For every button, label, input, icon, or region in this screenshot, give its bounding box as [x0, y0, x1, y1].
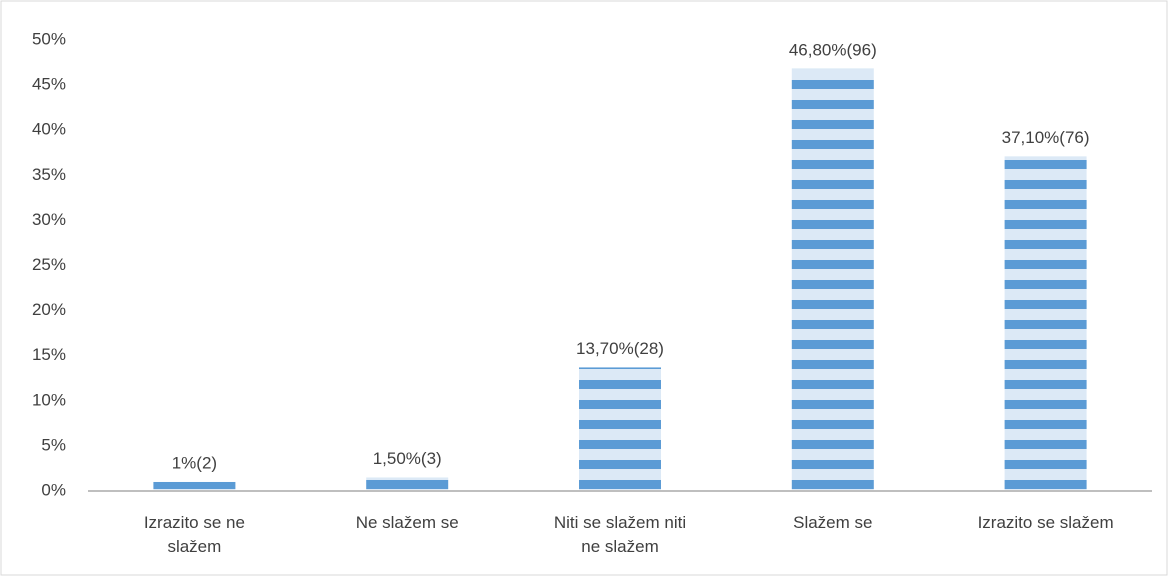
y-tick-label: 45% — [32, 75, 66, 94]
y-tick-label: 35% — [32, 165, 66, 184]
y-tick-label: 25% — [32, 255, 66, 274]
bar — [579, 367, 661, 491]
data-label: 13,70%(28) — [576, 339, 664, 358]
data-label: 1%(2) — [172, 453, 217, 472]
y-tick-label: 30% — [32, 210, 66, 229]
y-tick-label: 50% — [32, 29, 66, 48]
y-tick-label: 0% — [41, 480, 66, 499]
data-label: 46,80%(96) — [789, 40, 877, 59]
x-tick-label: Niti se slažem niti ne slažem — [553, 513, 687, 556]
x-tick-label: Izrazito se slažem — [977, 513, 1114, 532]
y-tick-label: 20% — [32, 300, 66, 319]
y-tick-label: 15% — [32, 345, 66, 364]
x-tick-label: Slažem se — [793, 513, 873, 532]
bar — [1004, 156, 1087, 491]
bar — [153, 481, 236, 491]
bar — [791, 68, 874, 491]
bar — [366, 477, 449, 491]
y-tick-label: 10% — [32, 390, 66, 409]
x-tick-label: Izrazito se ne slažem — [143, 513, 245, 556]
y-tick-label: 5% — [41, 435, 66, 454]
data-label: 1,50%(3) — [373, 449, 442, 468]
data-label: 37,10%(76) — [1002, 128, 1090, 147]
x-tick-label: Ne slažem se — [355, 513, 459, 532]
y-tick-label: 40% — [32, 120, 66, 139]
